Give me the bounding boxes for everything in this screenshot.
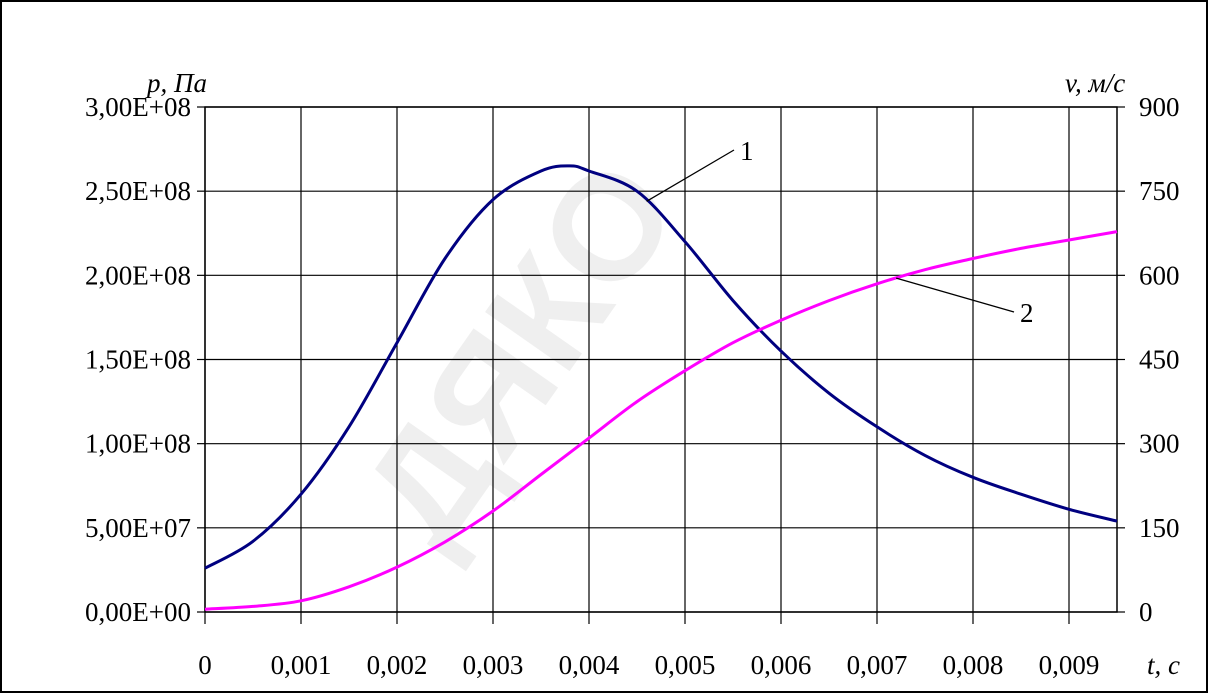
y-left-tick-label: 0,00E+00 [85,597,191,627]
x-tick-label: 0,008 [943,650,1004,680]
x-tick-label: 0,004 [559,650,620,680]
y-right-tick-label: 900 [1139,92,1180,122]
x-tick-label: 0,005 [655,650,716,680]
y-right-tick-label: 300 [1139,429,1180,459]
x-tick-label: 0,002 [367,650,428,680]
plot-area [204,106,1118,613]
y-right-axis-title: v, м/с [1065,68,1125,98]
y-right-tick-label: 150 [1139,513,1180,543]
series-line-1 [204,164,1118,570]
curve-label-2: 2 [1020,298,1034,328]
grid [197,106,1125,624]
curve-label-1: 1 [740,136,754,166]
x-tick-label: 0,003 [463,650,524,680]
y-right-tick-label: 750 [1139,176,1180,206]
y-right-tick-label: 600 [1139,260,1180,290]
x-tick-label: 0,007 [847,650,908,680]
y-left-axis-title: p, Па [145,68,207,98]
y-left-tick-label: 1,50E+08 [85,345,191,375]
x-tick-label: 0,009 [1039,650,1100,680]
y-left-tick-label: 5,00E+07 [85,513,191,543]
y-right-tick-label: 450 [1139,345,1180,375]
x-tick-label: 0,006 [751,650,812,680]
y-left-tick-label: 2,50E+08 [85,176,191,206]
series-line-2 [204,230,1118,611]
leader-line-1 [646,149,735,202]
y-left-tick-label: 2,00E+08 [85,260,191,290]
leader-line-2 [896,277,1015,313]
curves [204,164,1118,611]
x-axis-title: t, c [1147,650,1180,680]
y-left-tick-label: 3,00E+08 [85,92,191,122]
y-left-tick-label: 1,00E+08 [85,429,191,459]
x-tick-label: 0,001 [271,650,332,680]
x-tick-label: 0 [198,650,212,680]
y-right-tick-label: 0 [1139,597,1153,627]
